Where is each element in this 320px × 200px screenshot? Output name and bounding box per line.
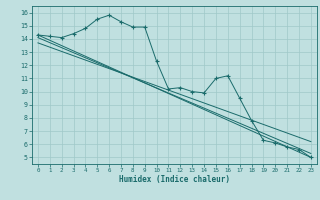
X-axis label: Humidex (Indice chaleur): Humidex (Indice chaleur) — [119, 175, 230, 184]
